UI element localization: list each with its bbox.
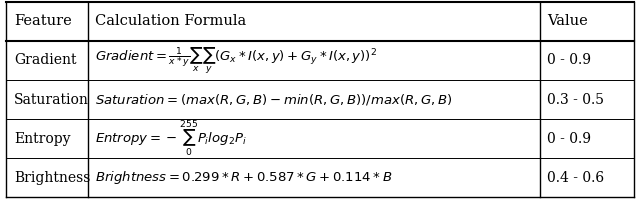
Text: Calculation Formula: Calculation Formula (95, 15, 246, 28)
Text: Feature: Feature (14, 15, 72, 28)
Text: 0 - 0.9: 0 - 0.9 (547, 54, 591, 67)
Text: 0.3 - 0.5: 0.3 - 0.5 (547, 93, 604, 106)
Text: $\mathit{Entropy} = -\sum_{0}^{255} P_i \mathit{log}_2 P_i$: $\mathit{Entropy} = -\sum_{0}^{255} P_i … (95, 119, 247, 158)
Text: Value: Value (547, 15, 588, 28)
Text: 0.4 - 0.6: 0.4 - 0.6 (547, 171, 604, 184)
Text: Brightness: Brightness (14, 171, 90, 184)
Text: Entropy: Entropy (14, 132, 70, 145)
Text: Saturation: Saturation (14, 93, 89, 106)
Text: $\mathit{Brightness} = 0.299 * R + 0.587 * G + 0.114 * B$: $\mathit{Brightness} = 0.299 * R + 0.587… (95, 169, 393, 186)
Text: $\mathit{Saturation} = (\mathit{max}(R,G,B) - \mathit{min}(R,G,B))/\mathit{max}(: $\mathit{Saturation} = (\mathit{max}(R,G… (95, 92, 453, 107)
Text: Gradient: Gradient (14, 54, 76, 67)
Text: 0 - 0.9: 0 - 0.9 (547, 132, 591, 145)
Text: $\mathit{Gradient} = \frac{1}{x*y}\sum_{x}\sum_{y}(G_x * I(x,y) + G_y * I(x,y))^: $\mathit{Gradient} = \frac{1}{x*y}\sum_{… (95, 45, 378, 76)
